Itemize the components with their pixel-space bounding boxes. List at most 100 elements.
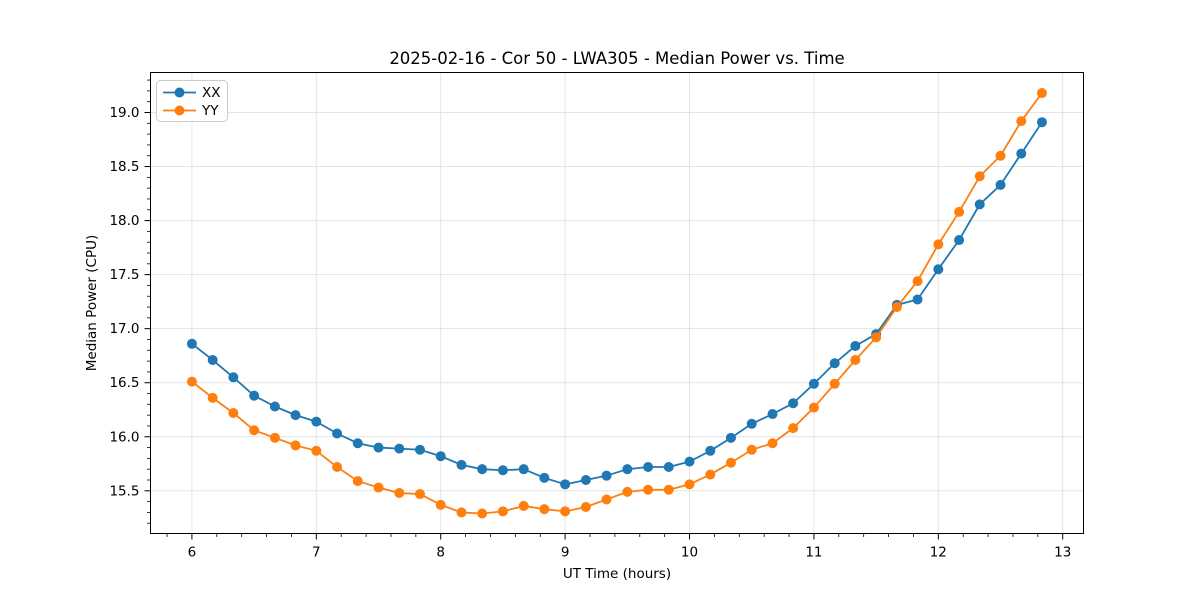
data-point-YY: [767, 438, 778, 449]
data-point-YY: [829, 378, 840, 389]
y-tick-label: 19.0: [109, 105, 139, 121]
data-point-XX: [601, 470, 612, 481]
data-point-XX: [850, 340, 861, 351]
data-point-YY: [788, 423, 799, 434]
data-point-XX: [725, 432, 736, 443]
data-point-YY: [269, 432, 280, 443]
data-point-YY: [518, 500, 529, 511]
data-point-YY: [373, 482, 384, 493]
data-point-XX: [477, 464, 488, 475]
data-point-XX: [186, 338, 197, 349]
y-tick-label: 18.5: [109, 159, 139, 175]
data-point-YY: [497, 506, 508, 517]
data-point-XX: [332, 428, 343, 439]
y-tick-label: 17.0: [109, 321, 139, 337]
y-tick-label: 15.5: [109, 483, 139, 499]
data-point-XX: [829, 358, 840, 369]
data-point-XX: [912, 294, 923, 305]
data-point-YY: [435, 499, 446, 510]
x-axis-label: UT Time (hours): [563, 566, 671, 582]
data-point-YY: [311, 445, 322, 456]
data-point-XX: [974, 199, 985, 210]
data-point-XX: [643, 462, 654, 473]
data-point-YY: [995, 150, 1006, 161]
data-point-YY: [332, 462, 343, 473]
data-point-YY: [539, 504, 550, 515]
x-tick-label: 9: [561, 545, 570, 561]
y-tick-label: 18.0: [109, 213, 139, 229]
data-point-YY: [663, 484, 674, 495]
y-tick-label: 16.5: [109, 375, 139, 391]
legend: XX YY: [156, 80, 228, 122]
data-point-XX: [622, 464, 633, 475]
data-point-XX: [560, 479, 571, 490]
data-point-YY: [746, 444, 757, 455]
data-point-XX: [518, 464, 529, 475]
x-tick-label: 6: [188, 545, 197, 561]
plot-border: [150, 72, 1084, 534]
data-point-YY: [1036, 88, 1047, 99]
data-point-XX: [352, 438, 363, 449]
legend-label-XX: XX: [202, 85, 221, 101]
data-point-XX: [933, 264, 944, 275]
data-point-XX: [954, 235, 965, 246]
data-point-YY: [974, 171, 985, 182]
data-point-YY: [352, 476, 363, 487]
data-point-XX: [207, 355, 218, 366]
data-point-XX: [228, 372, 239, 383]
data-point-XX: [539, 472, 550, 483]
data-point-XX: [580, 474, 591, 485]
data-point-YY: [684, 479, 695, 490]
data-point-YY: [933, 239, 944, 250]
data-point-YY: [1016, 116, 1027, 127]
x-tick-label: 8: [436, 545, 445, 561]
data-point-YY: [290, 440, 301, 451]
data-point-XX: [456, 459, 467, 470]
x-tick-label: 12: [930, 545, 947, 561]
x-tick-label: 7: [312, 545, 321, 561]
x-tick-label: 13: [1054, 545, 1071, 561]
data-point-XX: [663, 462, 674, 473]
data-point-YY: [601, 494, 612, 505]
data-point-YY: [228, 407, 239, 418]
data-point-YY: [808, 402, 819, 413]
data-point-XX: [311, 416, 322, 427]
legend-marker-sample: [174, 87, 185, 98]
data-point-YY: [249, 425, 260, 436]
data-point-YY: [871, 332, 882, 343]
data-point-YY: [207, 392, 218, 403]
data-point-XX: [414, 444, 425, 455]
data-point-YY: [414, 489, 425, 500]
x-tick-label: 10: [681, 545, 698, 561]
data-point-XX: [1036, 117, 1047, 128]
data-point-XX: [497, 465, 508, 476]
legend-marker-sample: [174, 105, 185, 116]
data-point-XX: [746, 418, 757, 429]
data-point-XX: [995, 179, 1006, 190]
y-tick-label: 17.5: [109, 267, 139, 283]
plot-area: 6 7 8 9 10 11 12 13 15.5 16.0 16.5 17.0 17.5 18.0 18.5…: [109, 72, 1084, 561]
data-point-XX: [269, 401, 280, 412]
data-point-XX: [788, 398, 799, 409]
data-point-YY: [891, 302, 902, 313]
data-point-YY: [477, 508, 488, 519]
data-point-YY: [622, 486, 633, 497]
data-point-YY: [850, 355, 861, 366]
legend-label-YY: YY: [201, 103, 219, 119]
data-point-YY: [643, 484, 654, 495]
data-point-XX: [373, 442, 384, 453]
data-point-XX: [435, 451, 446, 462]
data-point-XX: [1016, 148, 1027, 159]
data-point-XX: [767, 409, 778, 420]
data-point-YY: [580, 502, 591, 513]
chart-title: 2025-02-16 - Cor 50 - LWA305 - Median Po…: [389, 49, 844, 68]
data-point-YY: [560, 506, 571, 517]
data-point-YY: [456, 507, 467, 518]
data-point-YY: [705, 469, 716, 480]
data-point-YY: [954, 206, 965, 217]
y-axis-label: Median Power (CPU): [84, 235, 100, 371]
data-point-XX: [705, 445, 716, 456]
y-tick-label: 16.0: [109, 429, 139, 445]
